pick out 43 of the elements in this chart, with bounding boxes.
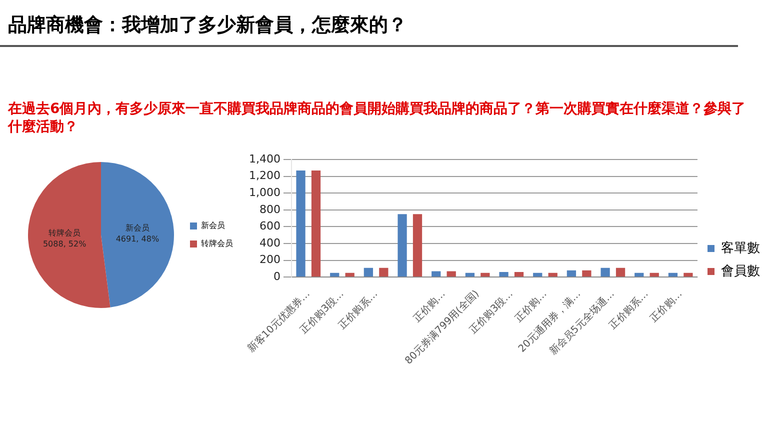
x-tick-label: 正价购… [648,288,685,325]
bar [582,270,592,277]
bar [311,170,321,277]
bar [499,272,508,277]
chart-title: 品牌商機會：我增加了多少新會員，怎麼來的？ [8,13,407,38]
bar [566,270,576,277]
y-tick-label: 1,200 [248,169,280,182]
bar [432,271,441,277]
bar [616,268,626,277]
legend-label: 客單數 [721,240,760,256]
slice-label: 新会员 [125,224,150,233]
bar [364,268,374,277]
bar [330,272,340,277]
y-tick-label: 800 [259,202,280,216]
bar [480,272,490,277]
bar [684,272,693,277]
legend-label: 新会员 [201,221,225,230]
bar [446,271,456,277]
data-label: 5088, 52% [42,239,87,248]
y-tick-label: 1,000 [248,186,280,200]
bar [379,268,388,277]
bar [548,272,558,277]
bar [600,268,610,277]
bar [634,272,644,277]
bar [533,272,542,277]
bar [650,272,659,277]
legend-label: 转牌会员 [201,239,233,248]
bar [668,272,678,277]
text: 在過去6個月內，有多少原來一直不購買我品牌商品的會員開始購買我品牌的商品了？第一次購買實在什麼渠道？參與了什麼活動？ [8,100,747,136]
bar [412,214,422,277]
bar [398,214,407,277]
y-tick-label: 400 [259,236,280,250]
legend-label: 會員數 [721,264,760,279]
y-tick-label: 600 [259,220,280,233]
data-label: 4691, 48% [116,234,160,244]
y-tick-label: 1,400 [248,152,280,166]
bar [296,170,306,277]
bar [465,272,475,277]
y-tick-label: 0 [273,270,280,283]
bar [514,272,524,277]
y-tick-label: 200 [259,253,280,266]
slice-label: 转牌会员 [48,228,81,238]
bar [345,272,354,277]
